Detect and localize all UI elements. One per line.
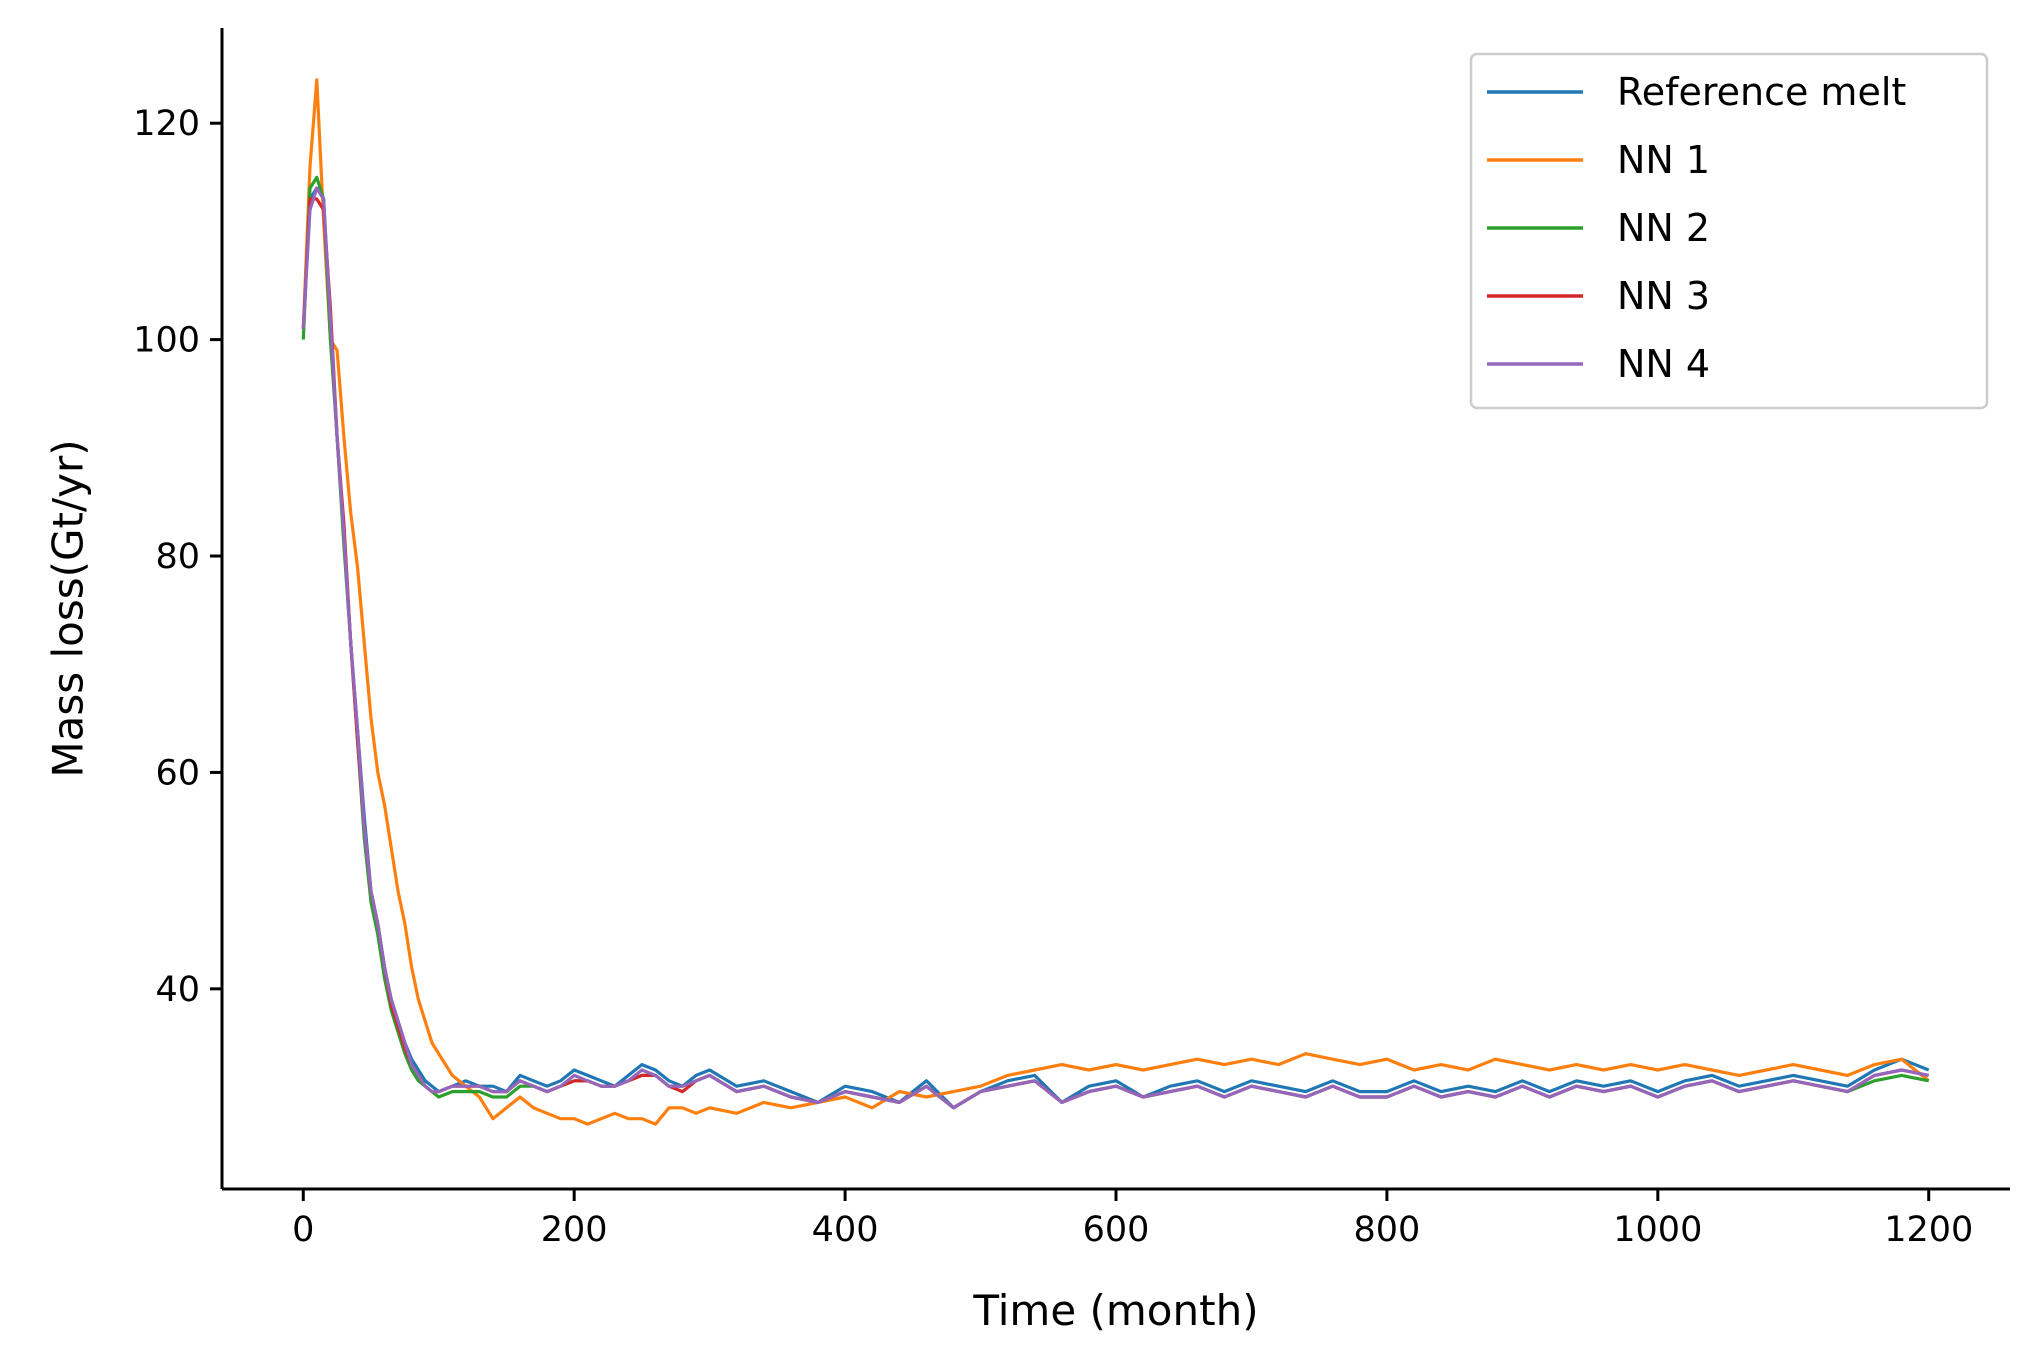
- y-tick-label: 100: [133, 321, 200, 361]
- legend-box: [1469, 52, 1989, 410]
- y-tick-label: 40: [155, 970, 200, 1010]
- y-tick-label: 60: [155, 753, 200, 793]
- y-tick-label: 120: [133, 104, 200, 144]
- legend-label: NN 4: [1617, 342, 1710, 386]
- x-tick-label: 600: [1083, 1210, 1150, 1250]
- series-line-2: [301, 78, 1930, 1126]
- series-line-5: [301, 186, 1930, 1110]
- x-tick-label: 400: [812, 1210, 879, 1250]
- y-axis-label: Mass loss(Gt/yr): [44, 439, 93, 777]
- x-ticks: 0 200 400 600 800 1000 1200: [292, 1189, 1973, 1250]
- y-tick-label: 80: [155, 537, 200, 577]
- legend: Reference melt NN 1 NN 2 NN 3 NN 4: [1469, 52, 1989, 410]
- y-ticks: 40 60 80 100 120: [133, 104, 222, 1010]
- legend-label: NN 3: [1617, 274, 1710, 318]
- x-tick-label: 1000: [1613, 1210, 1702, 1250]
- x-tick-label: 200: [541, 1210, 608, 1250]
- x-tick-label: 0: [292, 1210, 314, 1250]
- plot-area: [301, 78, 1930, 1126]
- x-tick-label: 800: [1354, 1210, 1421, 1250]
- legend-label: Reference melt: [1617, 70, 1906, 114]
- x-tick-label: 1200: [1884, 1210, 1973, 1250]
- x-axis-label: Time (month): [972, 1286, 1258, 1335]
- legend-label: NN 1: [1617, 138, 1710, 182]
- legend-label: NN 2: [1617, 206, 1710, 250]
